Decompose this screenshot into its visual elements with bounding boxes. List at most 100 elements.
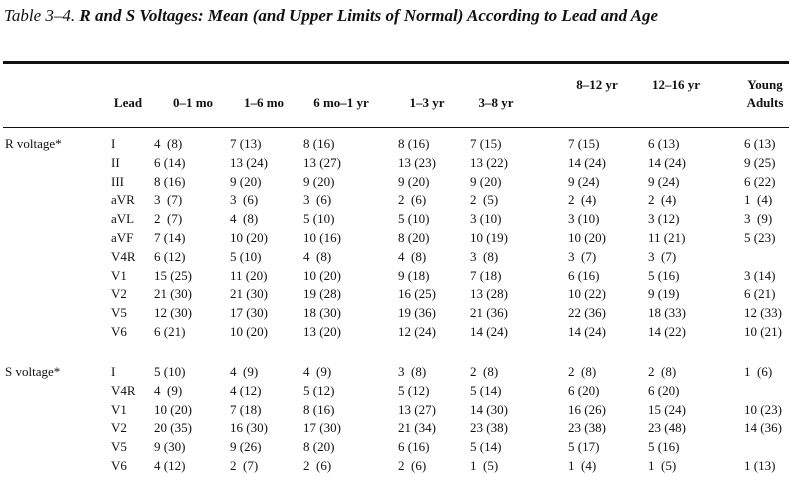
value-cell: 23 (38) [470,420,508,436]
value-cell: 10 (21) [744,324,782,339]
column-header: Young Adults [746,77,784,110]
value-cell: 4 (9) [230,364,259,379]
value-cell: 13 (22) [470,154,508,170]
value-cell: 16 (30) [230,420,268,436]
lead-cell: V6 [111,458,127,473]
value-cell: 15 (24) [648,401,686,417]
value-cell: 18 (30) [303,305,341,321]
value-cell: 13 (24) [230,154,268,170]
value-cell: 9 (26) [230,439,262,455]
value-cell: 2 (8) [648,364,677,379]
value-cell: 8 (16) [303,401,335,417]
value-cell: 13 (27) [303,154,341,170]
value-cell: 9 (20) [230,173,262,189]
value-cell: 3 (10) [568,211,600,227]
lead-cell: II [111,154,120,170]
value-cell: 21 (34) [398,420,436,436]
value-cell: 3 (8) [470,248,499,264]
value-cell: 6 (20) [648,382,680,398]
value-cell: 5 (10) [230,248,262,264]
lead-cell: I [111,136,116,151]
value-cell: 7 (13) [230,136,262,151]
lead-cell: V1 [111,267,127,283]
value-cell: 14 (24) [470,324,508,339]
value-cell: 6 (16) [568,267,600,283]
value-cell: 8 (20) [398,230,430,245]
value-cell: 8 (16) [398,136,430,151]
lead-cell: aVR [111,192,135,208]
value-cell: 2 (7) [230,458,259,473]
top-rule [3,61,789,64]
value-cell: 7 (14) [154,230,186,245]
value-cell: 9 (24) [568,173,600,189]
value-cell: 10 (20) [303,267,341,283]
value-cell: 9 (25) [744,154,776,170]
value-cell: 23 (38) [568,420,606,436]
lead-cell: V1 [111,401,127,417]
value-cell: 9 (30) [154,439,186,455]
value-cell: 2 (6) [303,458,332,473]
lead-cell: V4R [111,382,136,398]
column-header: 6 mo–1 yr [313,95,369,110]
value-cell: 1 (4) [568,458,597,473]
value-cell: 20 (35) [154,420,192,436]
value-cell: 10 (20) [568,230,606,245]
value-cell: 5 (16) [648,439,680,455]
value-cell: 14 (24) [568,154,606,170]
value-cell: 18 (33) [648,305,686,321]
value-cell: 6 (21) [154,324,186,339]
value-cell: 23 (48) [648,420,686,436]
value-cell: 21 (30) [230,286,268,302]
value-cell: 3 (6) [230,192,259,208]
value-cell: 3 (10) [470,211,502,227]
table-caption: R and S Voltages: Mean (and Upper Limits… [79,6,659,25]
column-header: Lead [113,95,143,110]
value-cell: 3 (9) [744,211,773,227]
lead-cell: aVF [111,230,134,245]
lead-cell: I [111,364,116,379]
lead-cell: III [111,173,124,189]
value-cell: 10 (20) [154,401,192,417]
value-cell: 14 (24) [648,154,686,170]
column-header: 1–3 yr [409,95,445,110]
value-cell: 17 (30) [303,420,341,436]
value-cell: 2 (5) [470,192,499,208]
value-cell: 8 (16) [154,173,186,189]
value-cell: 1 (6) [744,364,773,379]
value-cell: 7 (15) [470,136,502,151]
value-cell: 7 (18) [230,401,262,417]
value-cell: 5 (12) [303,382,335,398]
value-cell: 7 (15) [568,136,600,151]
value-cell: 22 (36) [568,305,606,321]
column-header: 0–1 mo [172,95,214,110]
lead-cell: V5 [111,305,127,321]
value-cell: 10 (19) [470,230,508,245]
table-number: Table 3–4. [4,6,76,25]
lead-cell: V2 [111,286,127,302]
value-cell: 2 (7) [154,211,183,227]
value-cell: 4 (8) [230,211,259,227]
column-header: 1–6 mo [243,95,285,110]
value-cell: 2 (4) [648,192,677,208]
value-cell: 9 (24) [648,173,680,189]
value-cell: 10 (20) [230,230,268,245]
value-cell: 5 (17) [568,439,600,455]
value-cell: 3 (14) [744,267,776,283]
value-cell: 11 (20) [230,267,268,283]
value-cell: 14 (24) [568,324,606,339]
value-cell: 12 (24) [398,324,436,339]
value-cell: 6 (22) [744,173,776,189]
value-cell: 14 (22) [648,324,686,339]
column-header: 3–8 yr [478,95,514,110]
value-cell: 6 (13) [744,136,776,151]
lead-cell: V2 [111,420,127,436]
value-cell: 1 (4) [744,192,773,208]
value-cell: 4 (8) [154,136,183,151]
value-cell: 21 (30) [154,286,192,302]
value-cell: 2 (8) [470,364,499,379]
value-cell: 21 (36) [470,305,508,321]
value-cell: 3 (7) [568,248,597,264]
value-cell: 4 (8) [303,248,332,264]
value-cell: 11 (21) [648,230,686,245]
value-cell: 15 (25) [154,267,192,283]
